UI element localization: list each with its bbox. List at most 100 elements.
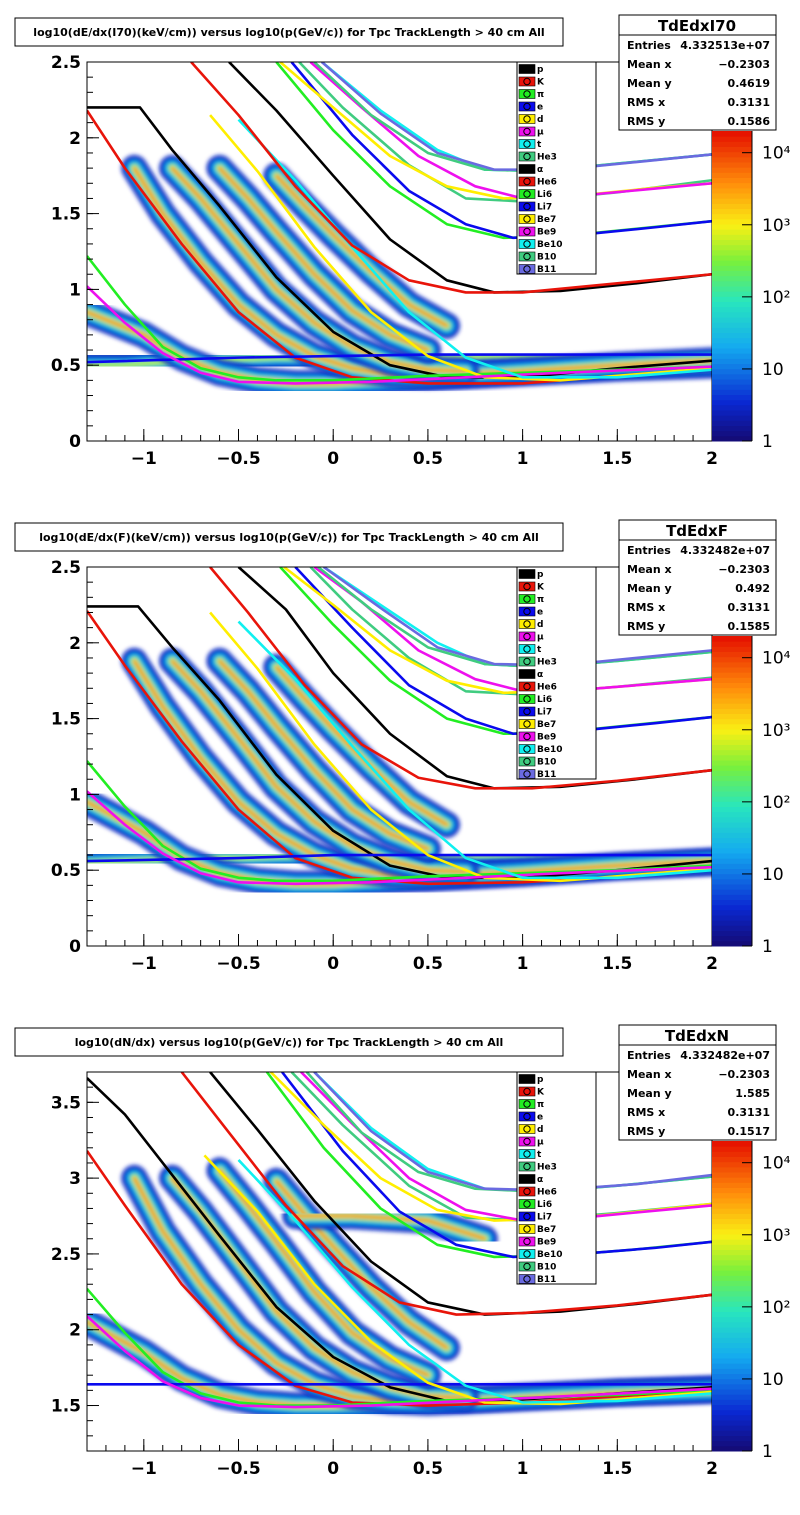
color-scale-segment xyxy=(712,661,752,668)
legend-label: Li7 xyxy=(537,1213,552,1223)
legend-swatch xyxy=(518,1261,536,1272)
legend-marker xyxy=(523,227,531,236)
color-scale-segment xyxy=(712,404,752,411)
y-tick-label: 3.5 xyxy=(51,1093,81,1113)
legend-marker xyxy=(523,1225,531,1233)
legend-marker xyxy=(523,102,531,111)
color-scale-segment xyxy=(712,1296,752,1302)
legend-marker xyxy=(523,1212,531,1221)
density-band xyxy=(159,155,479,385)
color-scale-segment xyxy=(712,1373,752,1380)
legend-marker xyxy=(523,1162,531,1171)
legend-label: μ xyxy=(537,128,544,138)
stats-value: 0.3131 xyxy=(728,601,770,614)
color-scale-label: 10² xyxy=(762,1298,790,1318)
curve-alpha xyxy=(228,62,712,294)
color-scale-segment xyxy=(712,177,752,184)
x-tick-label: −0.5 xyxy=(216,954,260,974)
curve-t xyxy=(237,118,712,379)
stats-value: 0.492 xyxy=(735,582,770,595)
legend-item-alpha: α xyxy=(518,1174,543,1185)
legend-label: K xyxy=(537,78,545,88)
color-scale-label: 1 xyxy=(762,1442,773,1462)
color-scale-segment xyxy=(712,1249,752,1256)
color-scale-segment xyxy=(712,260,752,266)
legend-item-mu: μ xyxy=(518,1136,544,1148)
color-scale-segment xyxy=(712,430,752,437)
color-scale-segment xyxy=(712,739,752,745)
legend-swatch xyxy=(518,731,536,742)
legend-label: He3 xyxy=(537,1163,557,1173)
color-scale-segment xyxy=(712,894,752,900)
histogram-panel-3: 1.5 2 2.5 3 3.5 −1 −0.5 0 0.5 1 1.5 2 log10(dN/dx) v… xyxy=(0,1010,800,1515)
legend-marker xyxy=(523,1262,531,1271)
color-scale-segment xyxy=(712,708,752,714)
color-scale-segment xyxy=(712,379,752,385)
legend-swatch xyxy=(518,1149,536,1159)
legend-marker xyxy=(523,707,531,716)
legend-item-e: e xyxy=(518,101,543,113)
color-scale-label: 10 xyxy=(762,360,784,380)
legend-marker xyxy=(523,645,531,653)
color-scale-segment xyxy=(712,687,752,694)
legend-swatch xyxy=(518,151,536,162)
legend-swatch xyxy=(518,1111,536,1122)
stats-label: Mean y xyxy=(627,77,672,90)
legend-swatch xyxy=(518,744,536,754)
stats-label: Mean y xyxy=(627,582,672,595)
curve-li7 xyxy=(290,62,712,240)
color-scale-label: 1 xyxy=(762,937,773,957)
y-tick-label: 2 xyxy=(69,634,81,654)
color-scale-segment xyxy=(712,348,752,354)
curve-b11 xyxy=(322,567,712,667)
legend-marker xyxy=(523,1150,531,1158)
legend-swatch xyxy=(518,706,536,717)
chart-svg: 0 0.5 1 1.5 2 2.5 −1 −0.5 0 0.5 1 1.5 2 log10(dE/dx(F… xyxy=(14,519,791,974)
stats-value: −0.2303 xyxy=(718,58,770,71)
stats-value: 0.3131 xyxy=(728,1106,770,1119)
color-scale-segment xyxy=(712,723,752,730)
color-scale-segment xyxy=(712,651,752,658)
color-scale-segment xyxy=(712,1347,752,1354)
y-tick-label: 2 xyxy=(69,1321,81,1341)
color-scale-segment xyxy=(712,1440,752,1447)
color-scale-segment xyxy=(712,822,752,828)
color-scale-segment xyxy=(712,172,752,178)
stats-box: TdEdxN Entries 4.332482e+07 Mean x −0.2303 Me… xyxy=(618,1024,777,1141)
legend-label: He3 xyxy=(537,153,557,163)
color-scale-segment xyxy=(712,811,752,818)
legend-marker xyxy=(523,1250,531,1258)
legend-label: He3 xyxy=(537,658,557,668)
legend-marker xyxy=(523,1187,531,1196)
color-scale-segment xyxy=(712,796,752,802)
legend-label: He6 xyxy=(537,683,557,693)
color-scale-segment xyxy=(712,930,752,937)
legend-label: Be7 xyxy=(537,215,556,225)
legend-label: Be9 xyxy=(537,228,556,238)
legend-swatch xyxy=(518,1224,536,1234)
curve-p xyxy=(87,605,712,880)
x-tick-label: 1.5 xyxy=(602,449,632,469)
legend-item-li6: Li6 xyxy=(518,1199,552,1210)
color-scale-segment xyxy=(712,656,752,663)
color-scale: 1 10 10² 10³ 10⁴ xyxy=(712,1141,791,1462)
legend-swatch xyxy=(518,126,536,137)
legend-item-be9: Be9 xyxy=(518,226,556,238)
color-scale-segment xyxy=(712,1425,752,1431)
color-scale-label: 10³ xyxy=(762,216,790,236)
stats-label: RMS y xyxy=(627,115,665,128)
color-scale-segment xyxy=(712,641,752,647)
legend-label: e xyxy=(537,608,543,618)
stats-label: Entries xyxy=(627,1049,671,1062)
legend-swatch xyxy=(518,139,536,149)
histogram-panel-2: 0 0.5 1 1.5 2 2.5 −1 −0.5 0 0.5 1 1.5 2 log10(dE/dx(F… xyxy=(0,505,800,1010)
legend-swatch xyxy=(518,719,536,729)
legend-label: d xyxy=(537,620,543,630)
curve-he6 xyxy=(209,567,712,790)
color-scale-segment xyxy=(712,718,752,725)
curve-pi xyxy=(87,760,712,883)
color-scale-segment xyxy=(712,1311,752,1318)
legend-label: α xyxy=(537,165,543,175)
color-scale-segment xyxy=(712,244,752,251)
color-scale-segment xyxy=(712,156,752,163)
